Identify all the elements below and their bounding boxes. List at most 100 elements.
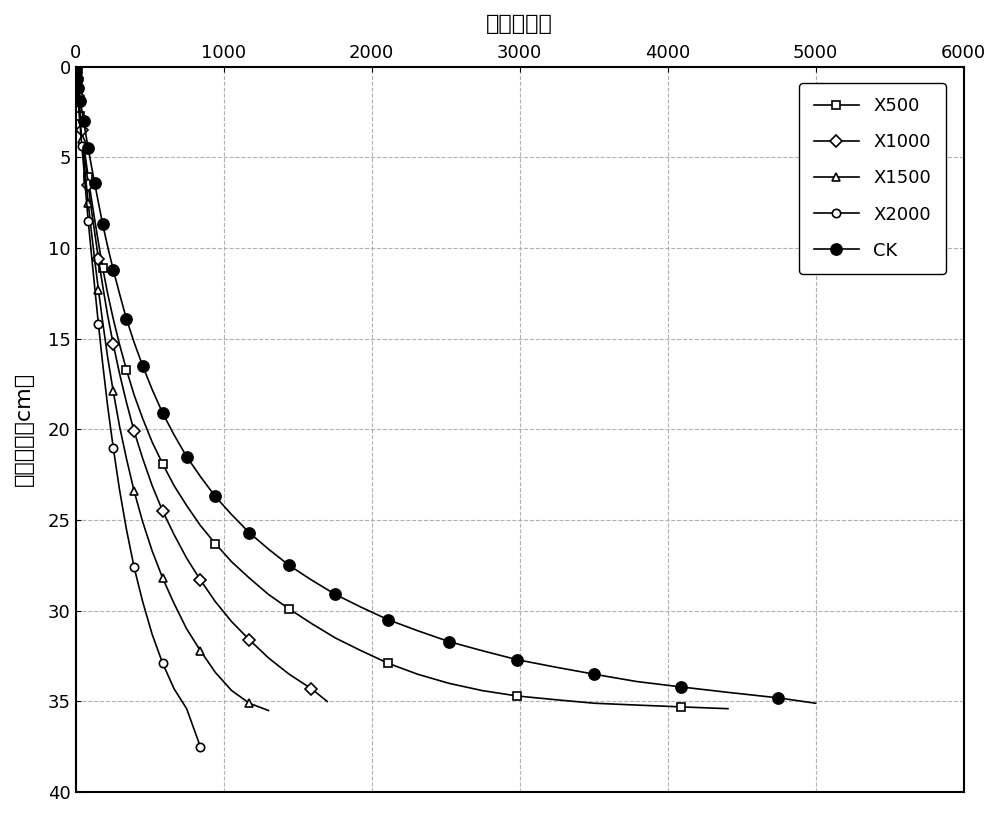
X2000 — [70, 69, 82, 78]
CK — [70, 65, 82, 75]
X1000 — [85, 203, 97, 213]
X1500 — [137, 517, 149, 527]
X500 — [113, 339, 125, 349]
CK — [128, 337, 140, 347]
X500 — [128, 390, 140, 400]
X1000 — [113, 368, 125, 378]
X2000 — [97, 359, 109, 369]
CK — [549, 662, 561, 672]
X1000 — [74, 111, 86, 121]
X500 — [78, 138, 90, 148]
Legend: X500, X1000, X1500, X2000, CK: X500, X1000, X1500, X2000, CK — [799, 83, 946, 274]
X500 — [675, 702, 687, 712]
X1000 — [76, 125, 88, 135]
X1500 — [80, 174, 92, 184]
CK — [72, 83, 84, 93]
X1000 — [70, 69, 82, 78]
CK — [157, 408, 169, 418]
CK — [146, 385, 158, 395]
X2000 — [113, 484, 125, 494]
CK — [71, 71, 83, 81]
X1500 — [102, 352, 114, 362]
CK — [102, 241, 114, 251]
X1500 — [76, 134, 88, 144]
CK — [194, 471, 206, 481]
X1000 — [305, 684, 317, 694]
CK — [113, 288, 125, 298]
X1000 — [120, 397, 132, 407]
X500 — [70, 65, 82, 75]
X1500 — [128, 486, 140, 496]
X1500 — [146, 546, 158, 556]
X2000 — [137, 596, 149, 606]
X2000 — [194, 742, 206, 752]
X1000 — [80, 159, 92, 169]
X1500 — [70, 64, 82, 74]
X500 — [476, 685, 488, 695]
X2000 — [76, 141, 88, 151]
X1000 — [262, 653, 274, 663]
X1000 — [157, 506, 169, 516]
X500 — [71, 78, 83, 88]
CK — [70, 64, 82, 74]
X1500 — [89, 254, 101, 264]
CK — [810, 699, 822, 708]
X1500 — [70, 69, 82, 78]
CK — [262, 544, 274, 554]
X1000 — [168, 529, 180, 539]
X2000 — [80, 187, 92, 197]
CK — [85, 159, 97, 169]
X1500 — [243, 699, 255, 708]
CK — [120, 314, 132, 324]
X2000 — [107, 443, 119, 453]
X1000 — [137, 453, 149, 463]
X1500 — [85, 225, 97, 234]
X2000 — [89, 281, 101, 291]
X500 — [107, 314, 119, 324]
X500 — [630, 700, 642, 710]
X1000 — [128, 426, 140, 436]
CK — [283, 560, 295, 570]
X1000 — [92, 254, 104, 264]
X500 — [76, 123, 88, 133]
CK — [97, 220, 109, 230]
X2000 — [85, 247, 97, 257]
CK — [89, 178, 101, 188]
X1000 — [73, 100, 85, 109]
CK — [76, 105, 88, 115]
X2000 — [82, 216, 94, 225]
CK — [630, 676, 642, 686]
X1500 — [72, 95, 84, 105]
CK — [355, 602, 367, 612]
X1500 — [113, 421, 125, 431]
X1500 — [71, 74, 83, 84]
X2000 — [73, 109, 85, 118]
X2000 — [71, 80, 83, 90]
X-axis label: 时间（分）: 时间（分） — [486, 14, 553, 33]
CK — [107, 265, 119, 275]
X500 — [355, 645, 367, 655]
CK — [675, 682, 687, 692]
X500 — [443, 678, 455, 688]
X1500 — [70, 65, 82, 75]
X2000 — [70, 65, 82, 75]
X1500 — [209, 667, 221, 677]
X500 — [74, 111, 86, 121]
X1000 — [102, 310, 114, 320]
CK — [226, 510, 238, 520]
Line: X1000: X1000 — [72, 65, 331, 706]
X500 — [262, 590, 274, 600]
X1000 — [107, 339, 119, 349]
CK — [412, 626, 424, 636]
X500 — [181, 501, 193, 511]
CK — [382, 615, 394, 625]
X1000 — [72, 91, 84, 100]
X2000 — [120, 525, 132, 534]
X1500 — [92, 285, 104, 295]
X2000 — [146, 629, 158, 639]
X500 — [209, 538, 221, 548]
X500 — [226, 557, 238, 567]
X500 — [102, 288, 114, 298]
X1500 — [78, 153, 90, 163]
X1000 — [146, 480, 158, 490]
